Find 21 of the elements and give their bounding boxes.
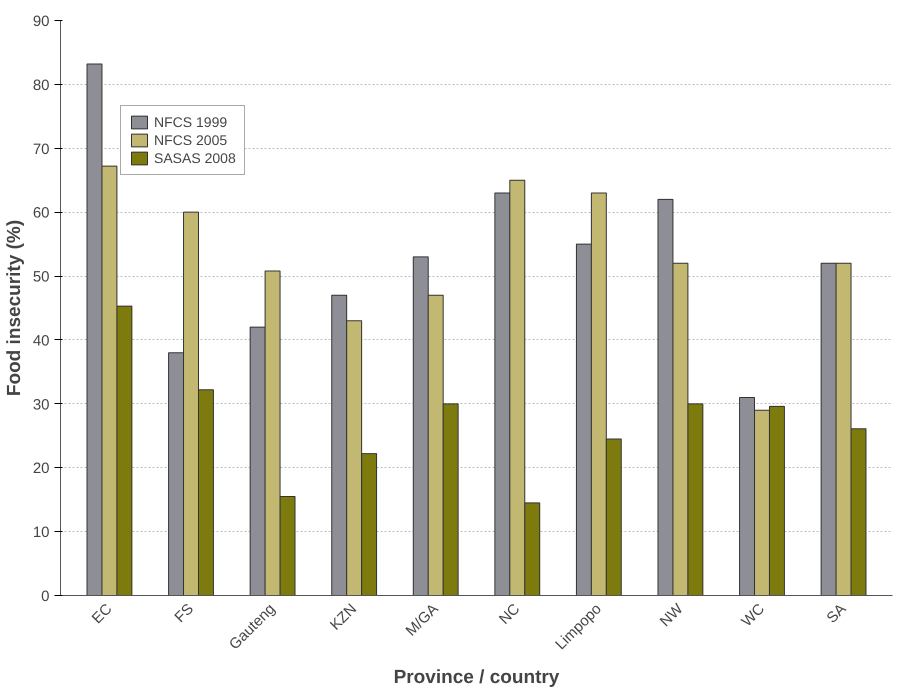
x-tick-label: FS	[171, 600, 198, 626]
x-tick-label: NW	[656, 600, 688, 630]
y-tick-label: 40	[32, 332, 50, 350]
x-tick-label: EC	[88, 600, 116, 628]
y-tick-label: 30	[32, 396, 50, 414]
x-tick-label: SA	[823, 600, 850, 627]
x-axis-title: Province / country	[394, 667, 560, 688]
y-tick-label: 70	[32, 140, 50, 158]
y-tick-label: 20	[32, 460, 50, 478]
x-tick-label: NC	[496, 600, 524, 628]
y-tick-label: 90	[32, 13, 50, 30]
legend-label: NFCS 1999	[154, 114, 228, 130]
y-tick-label: 0	[41, 588, 50, 605]
y-tick-label: 50	[32, 268, 50, 286]
y-tick-label: 80	[32, 76, 50, 94]
legend-label: NFCS 2005	[154, 132, 228, 148]
legend-label: SASAS 2008	[154, 150, 236, 166]
y-axis-title: Food insecurity (%)	[4, 220, 25, 396]
x-tick-label: WC	[738, 600, 768, 630]
y-tick-label: 10	[32, 524, 50, 542]
y-tick-label: 60	[32, 204, 50, 222]
